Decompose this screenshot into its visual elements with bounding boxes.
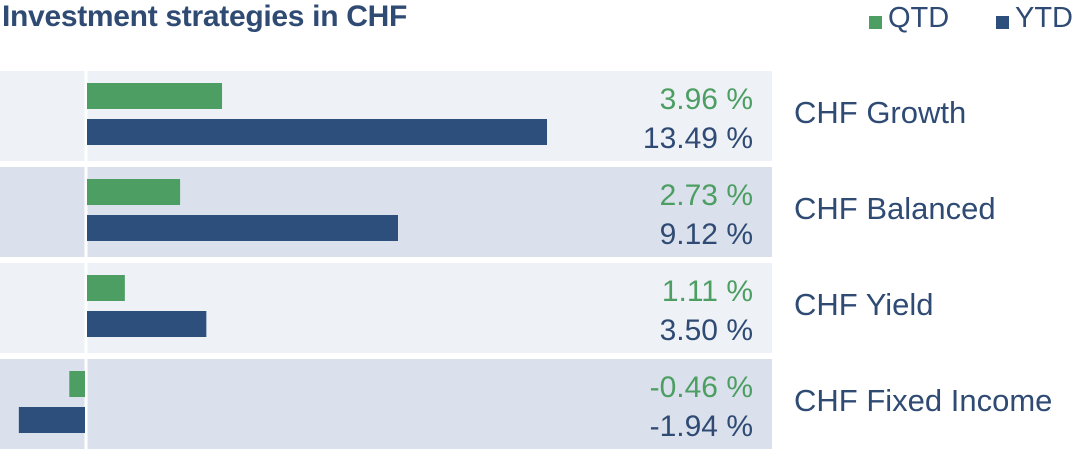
value-label-ytd: -1.94 % <box>650 410 753 443</box>
legend: QTD YTD <box>774 2 1074 36</box>
bar-ytd <box>87 311 207 337</box>
legend-item-ytd: YTD <box>996 2 1073 35</box>
legend-swatch-qtd <box>869 16 882 29</box>
row-background <box>0 359 772 449</box>
bar-ytd <box>87 119 548 145</box>
legend-label-ytd: YTD <box>1015 2 1073 34</box>
value-label-qtd: 2.73 % <box>660 179 753 212</box>
chart-title: Investment strategies in CHF <box>2 0 408 33</box>
legend-item-qtd: QTD <box>869 2 949 35</box>
category-label: CHF Yield <box>794 287 934 322</box>
value-label-ytd: 13.49 % <box>643 122 753 155</box>
legend-swatch-ytd <box>996 16 1009 29</box>
bar-ytd <box>87 215 398 241</box>
category-label: CHF Fixed Income <box>794 383 1052 418</box>
bar-qtd <box>69 371 85 397</box>
legend-label-qtd: QTD <box>888 2 950 34</box>
bar-ytd <box>18 407 85 433</box>
row-background <box>0 263 772 353</box>
bar-qtd <box>87 179 181 205</box>
value-label-qtd: -0.46 % <box>650 371 753 404</box>
category-label: CHF Growth <box>794 95 966 130</box>
value-label-qtd: 1.11 % <box>662 275 753 308</box>
bar-qtd <box>87 83 223 109</box>
value-label-ytd: 3.50 % <box>660 314 753 347</box>
bar-qtd <box>87 275 125 301</box>
value-label-qtd: 3.96 % <box>660 83 753 116</box>
category-label: CHF Balanced <box>794 191 996 226</box>
value-label-ytd: 9.12 % <box>660 218 753 251</box>
